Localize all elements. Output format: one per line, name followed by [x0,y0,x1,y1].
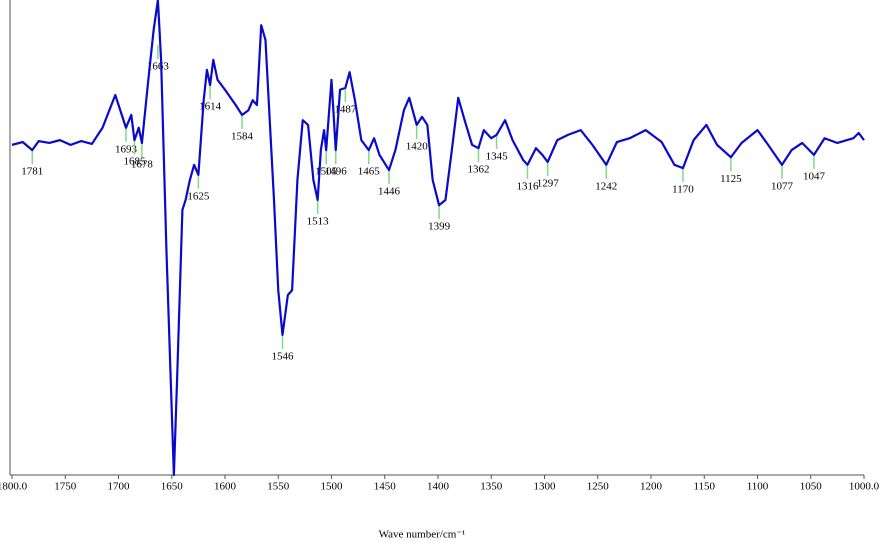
peak-label: 1465 [358,166,381,178]
peak-label: 1693 [115,143,138,155]
x-tick-label: 1350 [480,481,503,493]
x-tick-label: 1400 [427,481,450,493]
x-tick-label: 1600 [214,481,237,493]
x-tick-label: 1450 [374,481,397,493]
x-tick-label: 1550 [267,481,290,493]
peak-label: 1316 [516,180,539,192]
spectrum-line [11,0,865,477]
x-tick-label: 1750 [54,481,77,493]
peak-label: 1420 [406,140,429,152]
x-tick-label: 1000.0 [849,481,880,493]
x-tick-label: 1050 [800,481,823,493]
peak-label: 1584 [231,130,254,142]
x-tick-label: 1500 [321,481,344,493]
peak-label: 1446 [378,186,401,198]
x-tick-label: 1650 [161,481,184,493]
x-tick-label: 1700 [108,481,131,493]
peak-label: 1614 [199,101,222,113]
peak-label: 1781 [21,166,43,178]
peak-label: 1297 [537,178,560,190]
peak-label: 1513 [307,216,330,228]
peak-label: 1345 [486,150,509,162]
peak-label: 1362 [467,164,489,176]
peak-label: 1170 [672,184,694,196]
x-tick-label: 1250 [587,481,610,493]
x-axis-label: Wave number/cm⁻¹ [379,529,466,541]
x-tick-label: 1150 [693,481,715,493]
peak-label: 1487 [334,103,357,115]
peak-label: 1625 [187,190,210,202]
peak-label: 1496 [325,166,348,178]
x-tick-label: 1200 [640,481,663,493]
x-tick-label: 1300 [534,481,557,493]
x-tick-label: 1100 [747,481,769,493]
peak-label: 1399 [428,221,451,233]
peak-label: 1242 [595,180,617,192]
peak-label: 1685 [123,156,146,168]
peak-label: 1047 [803,170,826,182]
peak-label: 1663 [147,61,170,73]
peak-label: 1505 [315,166,338,178]
peak-label: 1125 [720,173,742,185]
peak-label: 1546 [272,350,295,362]
peak-label: 1678 [131,159,154,171]
peak-label: 1077 [771,180,794,192]
